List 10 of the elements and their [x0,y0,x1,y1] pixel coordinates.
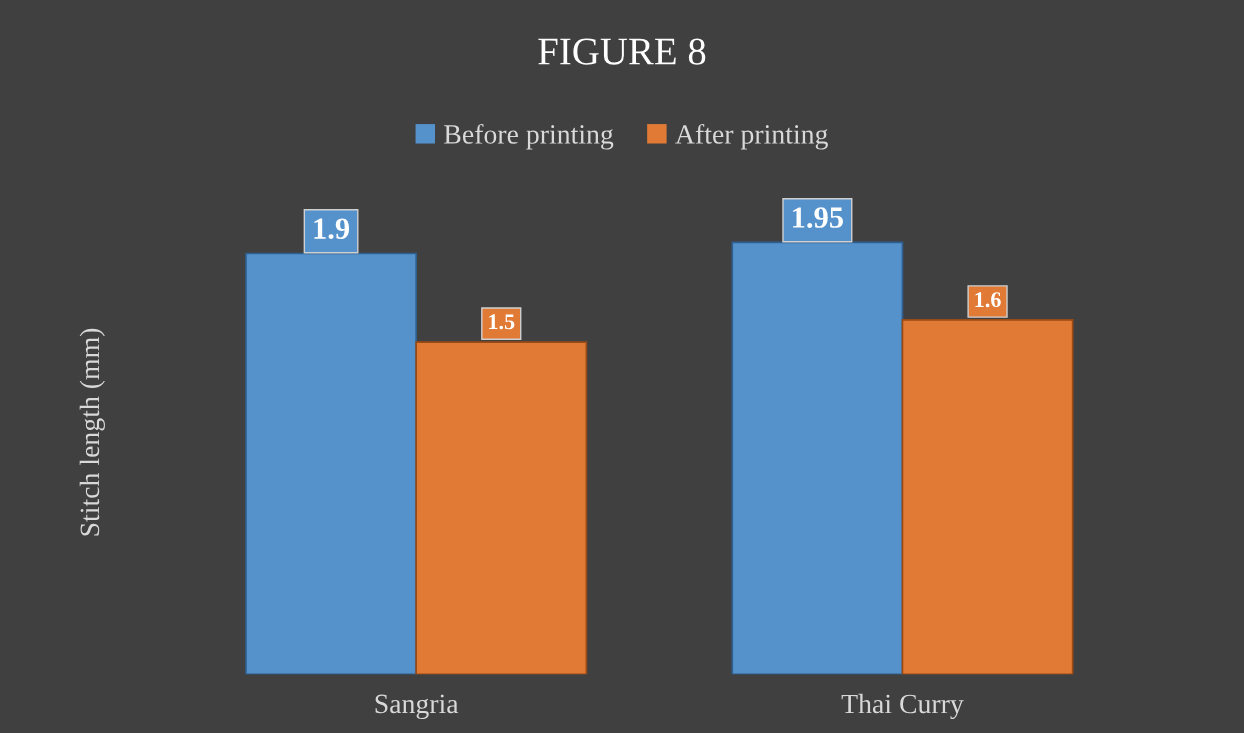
legend-label: After printing [675,123,828,150]
data-label: 1.9 [314,218,350,240]
data-label: 1.6 [975,292,1001,308]
data-label: 1.95 [793,207,843,229]
chart-title: FIGURE 8 [538,38,706,65]
y-axis-title: Stitch length (mm) [79,328,105,536]
legend-label: Before printing [444,123,614,150]
data-label: 1.5 [489,314,515,330]
x-tick-label: Thai Curry [841,693,964,720]
x-tick-label: Sangria [375,694,459,719]
